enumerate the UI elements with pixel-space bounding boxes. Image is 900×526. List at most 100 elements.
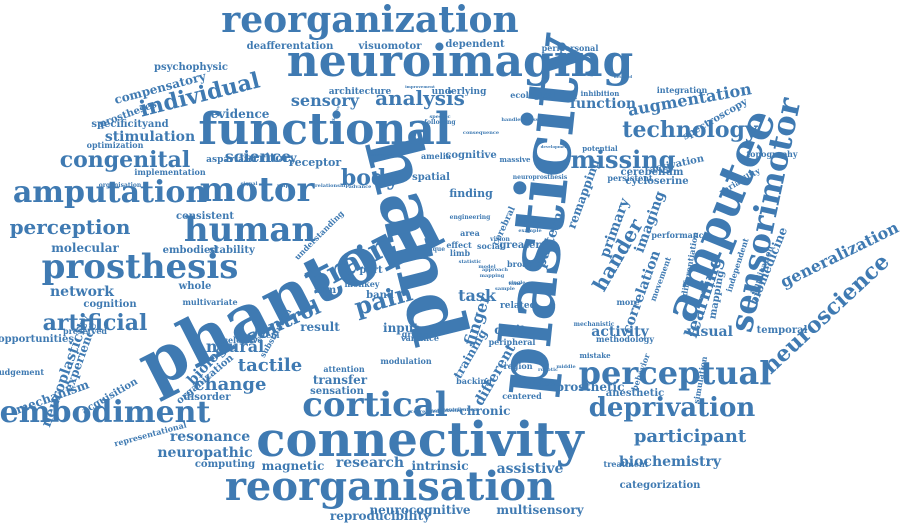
cloud-word: chronic — [459, 404, 511, 418]
cloud-word: mistake — [579, 350, 611, 360]
cloud-word: sensation — [310, 386, 364, 397]
cloud-word: effect — [446, 240, 472, 250]
cloud-word: architecture — [328, 86, 392, 97]
cloud-word: map — [276, 182, 290, 189]
cloud-word: handlessness — [501, 116, 539, 123]
cloud-word: participant — [633, 426, 747, 447]
cloud-word: massive — [499, 154, 531, 164]
cloud-word: contribution — [442, 406, 478, 413]
cloud-word: whole — [178, 281, 212, 292]
cloud-word: region — [503, 361, 533, 371]
cloud-word: change — [193, 374, 267, 395]
cloud-word: correlated — [410, 408, 440, 415]
cloud-word: temporal — [756, 325, 808, 336]
cloud-word: cerebellum — [620, 167, 684, 178]
cloud-word: finding — [449, 186, 493, 200]
cloud-word: tactile — [237, 355, 303, 376]
cloud-word: input — [383, 321, 419, 335]
cloud-word: body — [340, 165, 400, 191]
cloud-word: molecular — [51, 241, 119, 255]
cloud-word: deafferentation — [246, 41, 334, 52]
cloud-word: disorder — [183, 392, 231, 403]
cloud-word: social — [477, 241, 503, 251]
cloud-word: cognition — [83, 299, 137, 310]
cloud-word: assistive — [496, 461, 564, 477]
cloud-word: underlying — [431, 86, 487, 97]
cloud-word: centered — [502, 391, 542, 401]
cloud-word: macaque — [414, 246, 446, 253]
cloud-word: greater — [499, 240, 541, 251]
cloud-word: perception — [9, 215, 131, 239]
cloud-word: network — [49, 284, 115, 300]
cloud-word: amelia — [421, 151, 451, 161]
cloud-word: human — [183, 210, 317, 250]
cloud-word: robotic — [537, 366, 559, 373]
cloud-word: visual — [687, 324, 733, 340]
cloud-word: specificityand — [91, 119, 169, 130]
cloud-word: ecological — [510, 90, 556, 100]
cloud-word: organisation — [98, 182, 142, 189]
cloud-word: embodiment — [0, 395, 211, 430]
cloud-word: relationship — [315, 182, 349, 189]
cloud-word: conceptual — [367, 152, 393, 157]
cloud-word: backing — [456, 376, 492, 386]
cloud-word: territory — [239, 151, 297, 165]
cloud-word: prosthetic — [555, 380, 625, 394]
cloud-word: cognitive — [445, 150, 497, 161]
cloud-word: neuropathic — [157, 445, 253, 461]
cloud-word: treatment — [603, 459, 649, 469]
cloud-word: example — [518, 227, 542, 234]
cloud-word: metaplastic — [428, 407, 462, 414]
cloud-word: preserved — [62, 326, 108, 336]
cloud-word: following — [424, 119, 456, 126]
cloud-word: integration — [656, 85, 708, 95]
cloud-word: monkey — [344, 279, 380, 289]
cloud-word: connectivity — [256, 412, 584, 468]
cloud-word: deprivation — [588, 393, 756, 423]
cloud-word: single — [508, 279, 526, 286]
cloud-word: system — [248, 330, 280, 340]
cloud-word: missing — [570, 145, 676, 174]
cloud-word: artificial — [42, 310, 148, 336]
cloud-word: time — [508, 280, 522, 287]
cloud-word: anesthetic — [605, 388, 665, 399]
cloud-word: functional — [198, 104, 452, 155]
cloud-word: neurocognitive — [369, 503, 471, 517]
cloud-word: multisensory — [496, 503, 584, 517]
cloud-word: band — [366, 290, 394, 301]
cloud-word: methodology — [596, 334, 654, 344]
cloud-word: neuroprosthesis — [512, 174, 568, 181]
cloud-word: performance — [651, 230, 709, 240]
cloud-word: perceptual — [578, 354, 772, 392]
cloud-word: visuomotor — [358, 41, 422, 52]
cloud-word: implementation — [134, 167, 206, 177]
cloud-word: resonance — [169, 429, 251, 445]
cloud-word: variance — [400, 333, 440, 343]
cloud-word: reorganization — [221, 0, 519, 41]
cloud-word: cortical — [302, 385, 448, 425]
cloud-word: analysis — [375, 86, 465, 110]
cloud-word: approach — [481, 266, 509, 273]
cloud-word: magnetic — [261, 459, 325, 473]
cloud-word: evidence — [210, 107, 270, 121]
cloud-word: technology — [622, 117, 758, 143]
cloud-word: dependent — [445, 39, 505, 50]
cloud-word: potential — [582, 143, 618, 153]
cloud-word: categorization — [619, 480, 701, 491]
cloud-word: persistent — [607, 173, 653, 183]
cloud-word: computing — [194, 459, 256, 470]
cloud-word: engineering — [449, 214, 491, 221]
cloud-word: intrinsic — [411, 459, 469, 473]
cloud-word: science — [224, 147, 292, 166]
cloud-word: arm — [313, 285, 337, 296]
cloud-word: neural — [205, 337, 265, 356]
cloud-word: sample — [495, 285, 515, 292]
cloud-word: related — [500, 300, 536, 311]
cloud-word: part — [359, 265, 383, 276]
cloud-word: reproducibility — [329, 509, 431, 523]
cloud-word: peripersonal — [541, 43, 599, 53]
cloud-word: space — [524, 378, 556, 389]
cloud-word: embodied — [162, 245, 218, 256]
cloud-word: development — [540, 144, 570, 149]
